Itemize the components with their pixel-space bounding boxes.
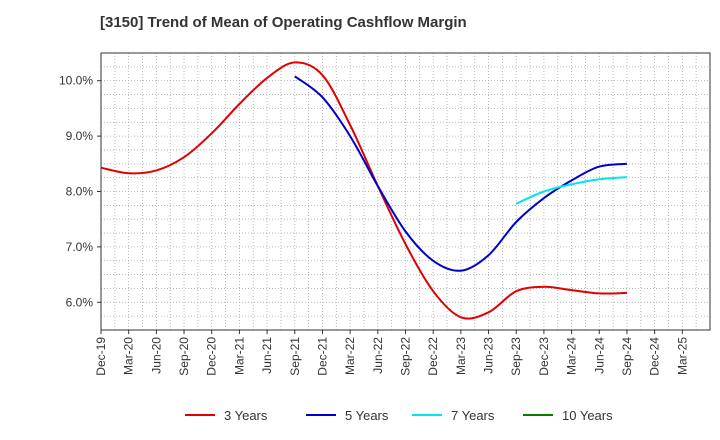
x-tick-label: Dec-24 [648,337,662,376]
x-tick-label: Dec-22 [426,337,440,376]
y-tick-label: 6.0% [66,295,94,309]
x-tick-label: Sep-20 [177,337,191,376]
series-line-5-years [294,75,628,272]
x-tick-label: Dec-21 [315,337,329,376]
x-tick-label: Mar-23 [454,337,468,375]
x-tick-label: Jun-22 [371,337,385,374]
x-tick-label: Dec-23 [537,337,551,376]
x-tick-label: Jun-20 [149,337,163,374]
legend-label: 5 Years [345,408,389,423]
x-tick-label: Jun-23 [482,337,496,374]
x-tick-label: Sep-23 [509,337,523,376]
x-tick-label: Mar-20 [122,337,136,375]
y-tick-label: 9.0% [66,129,94,143]
y-axis: 6.0% 7.0% 8.0% 9.0% 10.0% [59,74,101,309]
series-lines [100,61,628,320]
chart-title: [3150] Trend of Mean of Operating Cashfl… [100,14,467,31]
y-tick-label: 7.0% [66,240,94,254]
x-tick-label: Sep-22 [399,337,413,376]
legend-label: 10 Years [562,408,613,423]
y-tick-label: 8.0% [66,185,94,199]
x-tick-label: Mar-21 [232,337,246,375]
legend-label: 3 Years [224,408,268,423]
series-line-3-years [100,61,628,320]
x-tick-label: Mar-22 [343,337,357,375]
x-tick-label: Sep-21 [288,337,302,376]
x-tick-label: Sep-24 [620,337,634,376]
grid [101,53,710,330]
y-tick-label: 10.0% [59,74,93,88]
x-tick-label: Jun-24 [592,337,606,374]
x-tick-label: Jun-21 [260,337,274,374]
x-axis: Dec-19 Mar-20 Jun-20 Sep-20 Dec-20 Mar-21 Jun-… [94,330,689,376]
x-tick-label: Dec-20 [205,337,219,376]
x-tick-label: Mar-24 [565,337,579,375]
legend-label: 7 Years [451,408,495,423]
legend: 3 Years 5 Years 7 Years 10 Years [185,408,613,423]
series-line-7-years [515,176,628,205]
x-tick-label: Mar-25 [675,337,689,375]
x-tick-label: Dec-19 [94,337,108,376]
